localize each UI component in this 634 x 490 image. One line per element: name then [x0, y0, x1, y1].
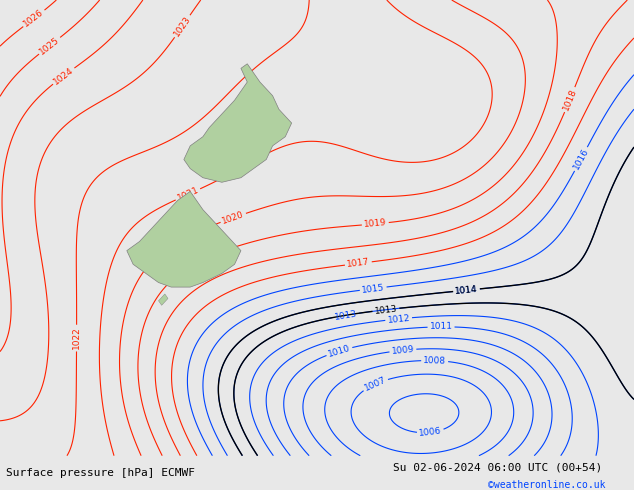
Text: 1026: 1026	[22, 8, 46, 29]
Polygon shape	[127, 192, 241, 287]
Polygon shape	[158, 294, 168, 305]
Text: 1006: 1006	[418, 427, 443, 438]
Text: 1008: 1008	[423, 356, 446, 366]
Text: 1010: 1010	[327, 343, 352, 359]
Text: 1025: 1025	[38, 35, 61, 56]
Text: 1024: 1024	[52, 66, 75, 86]
Text: 1015: 1015	[361, 283, 385, 294]
Text: ©weatheronline.co.uk: ©weatheronline.co.uk	[488, 480, 605, 490]
Text: 1009: 1009	[391, 344, 415, 356]
Text: 1014: 1014	[455, 285, 478, 296]
Text: 1016: 1016	[572, 147, 590, 172]
Text: Su 02-06-2024 06:00 UTC (00+54): Su 02-06-2024 06:00 UTC (00+54)	[393, 463, 602, 473]
Text: 1020: 1020	[221, 210, 245, 226]
Text: 1022: 1022	[72, 327, 81, 349]
Text: 1019: 1019	[363, 219, 387, 229]
Text: 1013: 1013	[333, 309, 358, 321]
Text: 1013: 1013	[374, 304, 398, 316]
Text: 1017: 1017	[346, 258, 370, 270]
Polygon shape	[184, 64, 292, 182]
Text: 1018: 1018	[561, 87, 578, 112]
Text: 1014: 1014	[455, 285, 478, 296]
Text: 1021: 1021	[176, 186, 200, 203]
Text: Surface pressure [hPa] ECMWF: Surface pressure [hPa] ECMWF	[6, 468, 195, 478]
Text: 1023: 1023	[172, 14, 193, 38]
Text: 1012: 1012	[387, 313, 410, 324]
Text: 1007: 1007	[363, 375, 387, 393]
Text: 1011: 1011	[429, 322, 453, 331]
